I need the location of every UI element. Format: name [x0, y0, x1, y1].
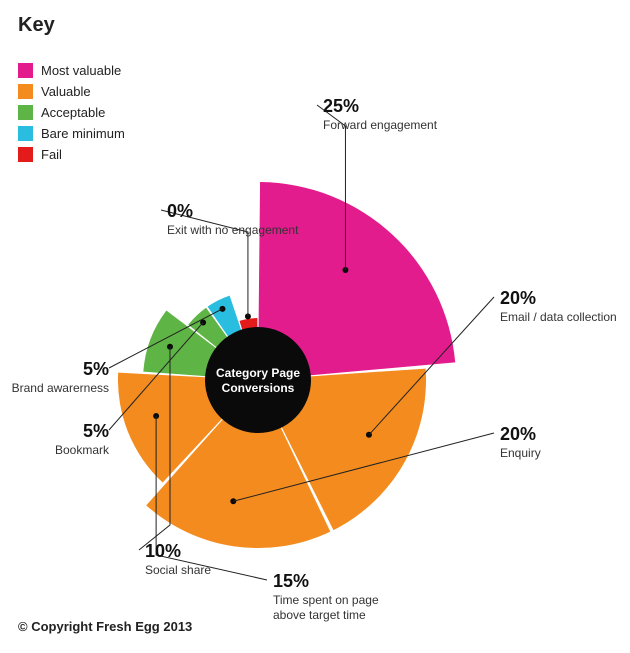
annotation-label: Enquiry [500, 446, 541, 461]
annotation-label: Bookmark [55, 443, 109, 458]
annotation-label: Brand awarerness [12, 381, 109, 396]
annotation-label: Time spent on page above target time [273, 593, 413, 623]
annotation-percent: 15% [273, 570, 413, 593]
chart-annotation: 15%Time spent on page above target time [273, 570, 413, 623]
chart-annotation: 20%Email / data collection [500, 287, 617, 325]
chart-annotation: 20%Enquiry [500, 423, 541, 461]
annotation-label: Social share [145, 563, 211, 578]
annotation-percent: 20% [500, 287, 617, 310]
annotation-label: Email / data collection [500, 310, 617, 325]
chart-annotation: 10%Social share [145, 540, 211, 578]
chart-center [205, 327, 311, 433]
annotation-label: Forward engagement [323, 118, 437, 133]
annotation-label: Exit with no engagement [167, 223, 298, 238]
chart-annotation: 25%Forward engagement [323, 95, 437, 133]
annotation-percent: 25% [323, 95, 437, 118]
chart-center-label: Conversions [222, 381, 295, 395]
annotation-percent: 0% [167, 200, 298, 223]
annotation-percent: 5% [55, 420, 109, 443]
chart-annotation: 0%Exit with no engagement [167, 200, 298, 238]
chart-annotation: 5%Bookmark [55, 420, 109, 458]
copyright-notice: © Copyright Fresh Egg 2013 [18, 619, 192, 634]
annotation-percent: 5% [12, 358, 109, 381]
annotation-percent: 20% [500, 423, 541, 446]
annotation-percent: 10% [145, 540, 211, 563]
chart-annotation: 5%Brand awarerness [12, 358, 109, 396]
chart-center-label: Category Page [216, 366, 300, 380]
